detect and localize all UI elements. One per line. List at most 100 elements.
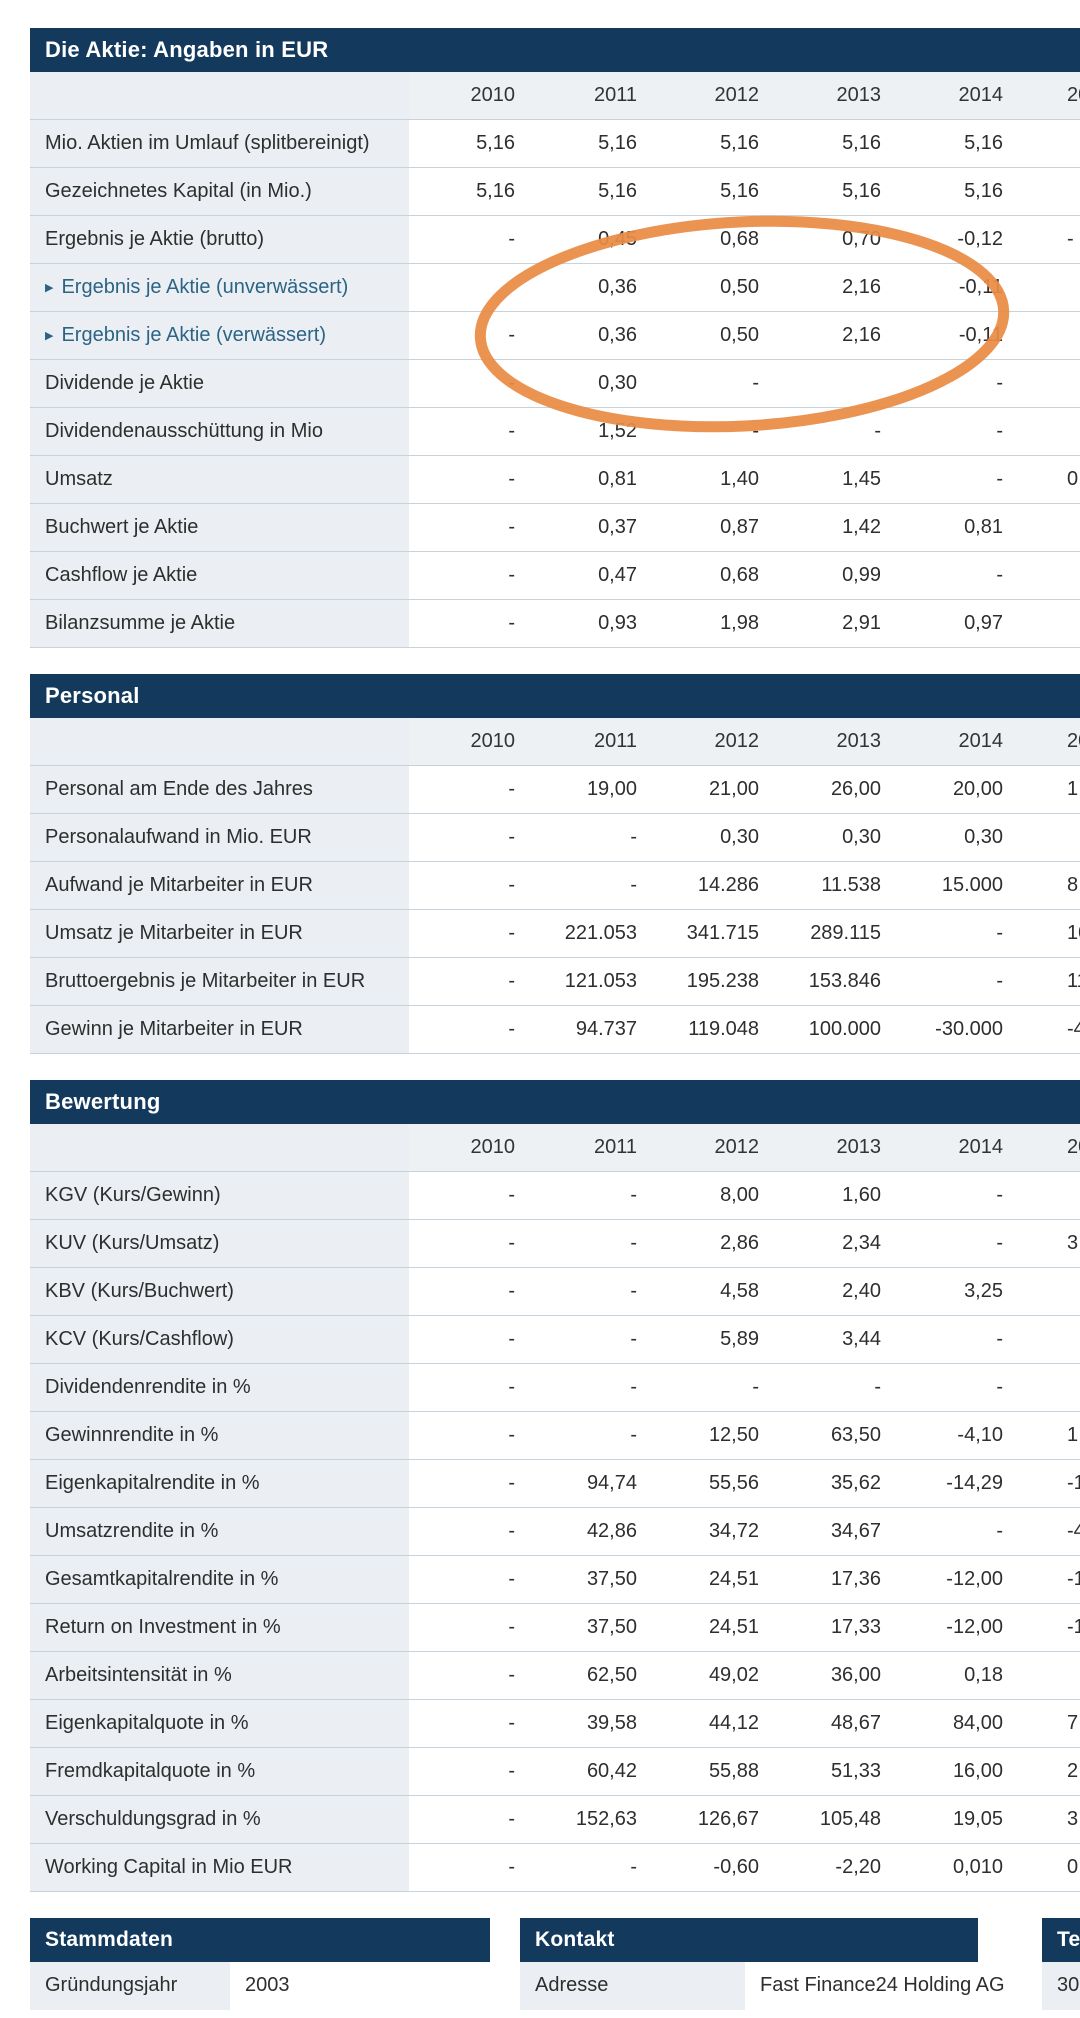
cell-value: -2,20 bbox=[775, 1843, 897, 1892]
cell-value: 1,42 bbox=[775, 503, 897, 552]
cell-value: 1,45 bbox=[775, 455, 897, 504]
cell-value: 0,18 bbox=[897, 1651, 1019, 1700]
year-header-2011: 2011 bbox=[531, 72, 653, 120]
cell-value: - bbox=[409, 765, 531, 814]
cell-value: - bbox=[409, 1651, 531, 1700]
card-cutoff: Te 30 bbox=[1042, 1918, 1080, 2010]
year-row-spacer bbox=[30, 1124, 409, 1172]
year-header-2010: 2010 bbox=[409, 1124, 531, 1172]
year-header-2013: 2013 bbox=[775, 718, 897, 766]
cell-value: - bbox=[409, 359, 531, 408]
cell-value: - bbox=[409, 1747, 531, 1796]
cell-value: 1 bbox=[1019, 1411, 1080, 1460]
card-row: Adresse Fast Finance24 Holding AG bbox=[520, 1962, 1005, 2010]
row-label: Fremdkapitalquote in % bbox=[30, 1747, 409, 1796]
row-label: KCV (Kurs/Cashflow) bbox=[30, 1315, 409, 1364]
expandable-row-label[interactable]: ▶ Ergebnis je Aktie (verwässert) bbox=[30, 311, 409, 360]
cell-value: 21,00 bbox=[653, 765, 775, 814]
expandable-row-label[interactable]: ▶ Ergebnis je Aktie (unverwässert) bbox=[30, 263, 409, 312]
cell-value: 19,05 bbox=[897, 1795, 1019, 1844]
cell-value: - bbox=[409, 311, 531, 360]
row-label: KGV (Kurs/Gewinn) bbox=[30, 1171, 409, 1220]
cell-value: - bbox=[897, 1507, 1019, 1556]
cell-value: 2,34 bbox=[775, 1219, 897, 1268]
cell-value: -0,11 bbox=[897, 311, 1019, 360]
year-header-2015: 2015 bbox=[1019, 72, 1080, 120]
cell-value: 17,33 bbox=[775, 1603, 897, 1652]
table-row: Cashflow je Aktie -0,47 0,68 0,99- bbox=[30, 551, 1080, 600]
cell-value: 48,67 bbox=[775, 1699, 897, 1748]
cell-value: 0,87 bbox=[653, 503, 775, 552]
cell-value: 0,97 bbox=[897, 599, 1019, 648]
row-label: KBV (Kurs/Buchwert) bbox=[30, 1267, 409, 1316]
year-row-spacer bbox=[30, 72, 409, 120]
row-label: Umsatzrendite in % bbox=[30, 1507, 409, 1556]
cell-value: - bbox=[409, 455, 531, 504]
cell-value: 0,81 bbox=[531, 455, 653, 504]
cell-value: -49 bbox=[1019, 1507, 1080, 1556]
row-label: Working Capital in Mio EUR bbox=[30, 1843, 409, 1892]
cell-value: - bbox=[531, 1219, 653, 1268]
cell-value: - bbox=[897, 1315, 1019, 1364]
cell-value: - bbox=[897, 407, 1019, 456]
cell-value: 37,50 bbox=[531, 1603, 653, 1652]
cell-value: - bbox=[653, 1363, 775, 1412]
cell-value: 0,30 bbox=[531, 359, 653, 408]
cell-value: 0 bbox=[1019, 455, 1080, 504]
cell-value: - bbox=[409, 1795, 531, 1844]
cell-value: 15.000 bbox=[897, 861, 1019, 910]
cell-value: 39,58 bbox=[531, 1699, 653, 1748]
cell-value bbox=[1019, 359, 1080, 408]
personal-table: 201020112012201320142015 Personal am End… bbox=[30, 718, 1080, 1054]
card-row-value: Fast Finance24 Holding AG bbox=[760, 1974, 1005, 1996]
cell-value: -12,00 bbox=[897, 1603, 1019, 1652]
section-header-bewertung: Bewertung bbox=[30, 1080, 1080, 1124]
card-row: 30 bbox=[1042, 1962, 1080, 2010]
year-header-2015: 2015 bbox=[1019, 718, 1080, 766]
cell-value: - bbox=[409, 1699, 531, 1748]
year-header-2011: 2011 bbox=[531, 718, 653, 766]
cell-value: - bbox=[775, 1363, 897, 1412]
cell-value: 3,44 bbox=[775, 1315, 897, 1364]
card-stammdaten: Stammdaten Gründungsjahr 2003 bbox=[30, 1918, 490, 2010]
cell-value: -4,10 bbox=[897, 1411, 1019, 1460]
cell-value: 121.053 bbox=[531, 957, 653, 1006]
cell-value: 2 bbox=[1019, 1747, 1080, 1796]
cell-value bbox=[1019, 119, 1080, 168]
row-label: Arbeitsintensität in % bbox=[30, 1651, 409, 1700]
cell-value bbox=[775, 359, 897, 408]
card-row: Gründungsjahr 2003 bbox=[30, 1962, 490, 2010]
financial-factsheet-page: { "theme": { "header_bg": "#133a5d", "he… bbox=[0, 28, 1080, 2018]
table-row: KCV (Kurs/Cashflow) - -5,89 3,44- bbox=[30, 1315, 1080, 1364]
cell-value bbox=[1019, 1171, 1080, 1220]
cell-value: - bbox=[409, 1005, 531, 1054]
table-row: KUV (Kurs/Umsatz) - -2,86 2,34-3 bbox=[30, 1219, 1080, 1268]
cell-value: - bbox=[409, 861, 531, 910]
table-row: Gezeichnetes Kapital (in Mio.) 5,16 5,16 5,… bbox=[30, 167, 1080, 216]
cell-value: 0,50 bbox=[653, 263, 775, 312]
cell-value: 16,00 bbox=[897, 1747, 1019, 1796]
cell-value: 11 bbox=[1019, 957, 1080, 1006]
cell-value: 84,00 bbox=[897, 1699, 1019, 1748]
cell-value: 5,16 bbox=[531, 119, 653, 168]
cell-value: 0,30 bbox=[653, 813, 775, 862]
cell-value: 0,36 bbox=[531, 311, 653, 360]
row-label: Umsatz je Mitarbeiter in EUR bbox=[30, 909, 409, 958]
table-row: Verschuldungsgrad in % -152,63 126,67 105,4… bbox=[30, 1795, 1080, 1844]
cell-value: 126,67 bbox=[653, 1795, 775, 1844]
cell-value: 51,33 bbox=[775, 1747, 897, 1796]
year-header-2012: 2012 bbox=[653, 72, 775, 120]
year-header-2012: 2012 bbox=[653, 1124, 775, 1172]
row-label: Bilanzsumme je Aktie bbox=[30, 599, 409, 648]
cell-value: 0,70 bbox=[775, 215, 897, 264]
cell-value bbox=[1019, 311, 1080, 360]
cell-value: 0,30 bbox=[897, 813, 1019, 862]
year-header-2010: 2010 bbox=[409, 718, 531, 766]
year-header-2015: 2015 bbox=[1019, 1124, 1080, 1172]
section-header-personal: Personal bbox=[30, 674, 1080, 718]
cell-value: 24,51 bbox=[653, 1555, 775, 1604]
cell-value: 221.053 bbox=[531, 909, 653, 958]
row-label: Buchwert je Aktie bbox=[30, 503, 409, 552]
year-header-2011: 2011 bbox=[531, 1124, 653, 1172]
cell-value: 55,88 bbox=[653, 1747, 775, 1796]
